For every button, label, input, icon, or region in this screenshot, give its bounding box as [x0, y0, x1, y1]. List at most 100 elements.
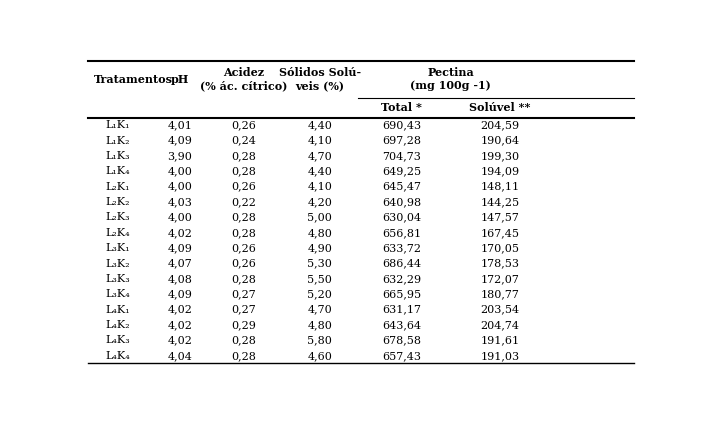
- Text: L₃K₂: L₃K₂: [106, 258, 130, 269]
- Text: L₂K₁: L₂K₁: [106, 182, 130, 192]
- Text: 191,03: 191,03: [480, 351, 520, 361]
- Text: L₁K₃: L₁K₃: [106, 151, 130, 161]
- Text: 0,26: 0,26: [231, 243, 256, 253]
- Text: 5,50: 5,50: [308, 274, 332, 284]
- Text: 204,59: 204,59: [480, 120, 520, 130]
- Text: 4,02: 4,02: [168, 335, 192, 346]
- Text: 172,07: 172,07: [481, 274, 520, 284]
- Text: 4,40: 4,40: [308, 166, 332, 176]
- Text: 0,26: 0,26: [231, 182, 256, 192]
- Text: 204,74: 204,74: [480, 320, 520, 330]
- Text: Acidez
(% ác. cítrico): Acidez (% ác. cítrico): [200, 67, 287, 91]
- Text: Total *: Total *: [382, 102, 422, 113]
- Text: 0,22: 0,22: [231, 197, 256, 207]
- Text: Sólidos Solú-
veis (%): Sólidos Solú- veis (%): [279, 67, 361, 91]
- Text: 4,10: 4,10: [308, 182, 332, 192]
- Text: 4,80: 4,80: [308, 228, 332, 238]
- Text: 144,25: 144,25: [480, 197, 520, 207]
- Text: 4,00: 4,00: [168, 166, 192, 176]
- Text: 704,73: 704,73: [382, 151, 421, 161]
- Text: 4,20: 4,20: [308, 197, 332, 207]
- Text: 0,28: 0,28: [231, 151, 256, 161]
- Text: 645,47: 645,47: [382, 182, 421, 192]
- Text: 4,70: 4,70: [308, 151, 332, 161]
- Text: 643,64: 643,64: [382, 320, 421, 330]
- Text: 697,28: 697,28: [382, 136, 421, 146]
- Text: 4,02: 4,02: [168, 228, 192, 238]
- Text: 0,28: 0,28: [231, 274, 256, 284]
- Text: 4,90: 4,90: [308, 243, 332, 253]
- Text: L₁K₂: L₁K₂: [106, 136, 130, 146]
- Text: 191,61: 191,61: [480, 335, 520, 346]
- Text: 4,09: 4,09: [168, 243, 192, 253]
- Text: 657,43: 657,43: [382, 351, 421, 361]
- Text: 4,08: 4,08: [168, 274, 192, 284]
- Text: L₂K₃: L₂K₃: [106, 212, 130, 222]
- Text: 686,44: 686,44: [382, 258, 421, 269]
- Text: 5,30: 5,30: [308, 258, 332, 269]
- Text: 4,60: 4,60: [308, 351, 332, 361]
- Text: 180,77: 180,77: [481, 289, 520, 299]
- Text: 4,03: 4,03: [168, 197, 192, 207]
- Text: L₃K₃: L₃K₃: [106, 274, 130, 284]
- Text: 640,98: 640,98: [382, 197, 421, 207]
- Text: 631,17: 631,17: [382, 305, 421, 315]
- Text: 147,57: 147,57: [481, 212, 520, 222]
- Text: 0,26: 0,26: [231, 258, 256, 269]
- Text: L₁K₄: L₁K₄: [106, 166, 130, 176]
- Text: 199,30: 199,30: [480, 151, 520, 161]
- Text: 5,20: 5,20: [308, 289, 332, 299]
- Text: 690,43: 690,43: [382, 120, 421, 130]
- Text: 167,45: 167,45: [480, 228, 520, 238]
- Text: L₂K₂: L₂K₂: [106, 197, 130, 207]
- Text: 4,01: 4,01: [168, 120, 192, 130]
- Text: 5,00: 5,00: [308, 212, 332, 222]
- Text: Tratamentos: Tratamentos: [94, 74, 172, 85]
- Text: 203,54: 203,54: [480, 305, 520, 315]
- Text: 4,02: 4,02: [168, 305, 192, 315]
- Text: 633,72: 633,72: [382, 243, 421, 253]
- Text: pH: pH: [170, 74, 189, 85]
- Text: 5,80: 5,80: [308, 335, 332, 346]
- Text: Solúvel **: Solúvel **: [470, 102, 531, 113]
- Text: 4,40: 4,40: [308, 120, 332, 130]
- Text: 178,53: 178,53: [480, 258, 520, 269]
- Text: 0,28: 0,28: [231, 212, 256, 222]
- Text: 0,28: 0,28: [231, 228, 256, 238]
- Text: L₄K₄: L₄K₄: [106, 351, 130, 361]
- Text: 678,58: 678,58: [382, 335, 421, 346]
- Text: L₃K₁: L₃K₁: [106, 243, 130, 253]
- Text: L₄K₃: L₄K₃: [106, 335, 130, 346]
- Text: 194,09: 194,09: [480, 166, 520, 176]
- Text: 4,02: 4,02: [168, 320, 192, 330]
- Text: 649,25: 649,25: [382, 166, 421, 176]
- Text: L₂K₄: L₂K₄: [106, 228, 130, 238]
- Text: 4,07: 4,07: [168, 258, 192, 269]
- Text: 0,26: 0,26: [231, 120, 256, 130]
- Text: 0,29: 0,29: [231, 320, 256, 330]
- Text: 0,27: 0,27: [231, 289, 256, 299]
- Text: L₄K₂: L₄K₂: [106, 320, 130, 330]
- Text: 0,28: 0,28: [231, 335, 256, 346]
- Text: 656,81: 656,81: [382, 228, 421, 238]
- Text: 148,11: 148,11: [480, 182, 520, 192]
- Text: 0,24: 0,24: [231, 136, 256, 146]
- Text: 4,10: 4,10: [308, 136, 332, 146]
- Text: 4,70: 4,70: [308, 305, 332, 315]
- Text: L₃K₄: L₃K₄: [106, 289, 130, 299]
- Text: 170,05: 170,05: [480, 243, 520, 253]
- Text: 665,95: 665,95: [382, 289, 421, 299]
- Text: 3,90: 3,90: [168, 151, 192, 161]
- Text: 4,04: 4,04: [168, 351, 192, 361]
- Text: 630,04: 630,04: [382, 212, 421, 222]
- Text: 4,09: 4,09: [168, 136, 192, 146]
- Text: 190,64: 190,64: [480, 136, 520, 146]
- Text: 4,00: 4,00: [168, 212, 192, 222]
- Text: 0,28: 0,28: [231, 166, 256, 176]
- Text: 0,27: 0,27: [231, 305, 256, 315]
- Text: 4,09: 4,09: [168, 289, 192, 299]
- Text: L₄K₁: L₄K₁: [106, 305, 130, 315]
- Text: 4,80: 4,80: [308, 320, 332, 330]
- Text: 0,28: 0,28: [231, 351, 256, 361]
- Text: L₁K₁: L₁K₁: [106, 120, 130, 130]
